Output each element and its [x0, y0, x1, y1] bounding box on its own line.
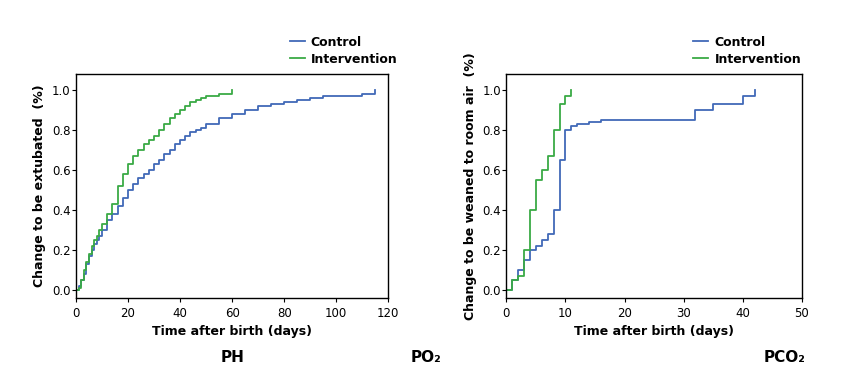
Y-axis label: Change to be weaned to room air  (%): Change to be weaned to room air (%) — [463, 52, 477, 320]
X-axis label: Time after birth (days): Time after birth (days) — [574, 325, 734, 338]
Legend: Control, Intervention: Control, Intervention — [289, 36, 398, 66]
Text: PCO₂: PCO₂ — [764, 350, 806, 365]
Y-axis label: Change to be extubated  (%): Change to be extubated (%) — [33, 85, 46, 287]
X-axis label: Time after birth (days): Time after birth (days) — [152, 325, 312, 338]
Legend: Control, Intervention: Control, Intervention — [694, 36, 802, 66]
Text: PO₂: PO₂ — [411, 350, 441, 365]
Text: PH: PH — [220, 350, 244, 365]
